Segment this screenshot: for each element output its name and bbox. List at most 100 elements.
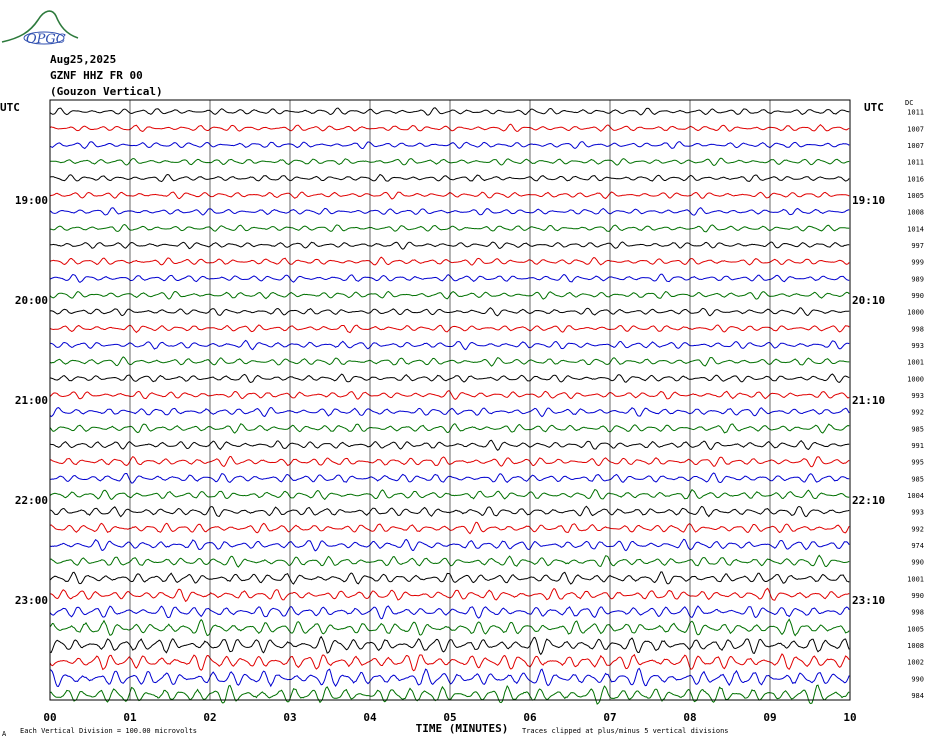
seismic-trace (49, 307, 850, 317)
right-hour-label: 23:10 (852, 594, 885, 607)
seismic-trace (50, 587, 850, 603)
seismic-trace (49, 256, 850, 266)
left-hour-label: 22:00 (15, 494, 48, 507)
dc-offset-value: 998 (911, 325, 924, 333)
dc-offset-value: 1000 (907, 309, 924, 317)
dc-offset-value: 1001 (907, 575, 924, 583)
dc-offset-value: 1014 (907, 225, 924, 233)
x-tick-label: 06 (523, 711, 537, 724)
dc-offset-value: 1008 (907, 209, 924, 217)
seismic-trace (49, 390, 850, 400)
seismic-trace (49, 157, 850, 166)
dc-offset-value: 998 (911, 609, 924, 617)
seismic-trace (49, 653, 850, 672)
left-hour-label: 20:00 (15, 294, 48, 307)
plot-date: Aug25,2025 (50, 53, 117, 66)
dc-offset-value: 1002 (907, 659, 924, 667)
dc-offset-value: 990 (911, 675, 924, 683)
seismic-trace (49, 173, 850, 183)
trace-group (49, 107, 850, 705)
dc-offset-value: 993 (911, 342, 924, 350)
seismic-trace (49, 472, 850, 484)
x-tick-label: 01 (123, 711, 137, 724)
x-tick-label: 05 (443, 711, 456, 724)
corner-mark: A (2, 730, 7, 738)
dc-offset-value: 993 (911, 509, 924, 517)
dc-offset-value: 991 (911, 442, 924, 450)
dc-offset-value: 995 (911, 459, 924, 467)
dc-offset-value: 1011 (907, 109, 924, 117)
dc-offset-value: 993 (911, 392, 924, 400)
left-hour-label: 19:00 (15, 194, 48, 207)
dc-offset-value: 1001 (907, 359, 924, 367)
seismic-trace (49, 356, 850, 367)
grid-group (49, 99, 851, 701)
plot-frame (49, 99, 851, 701)
seismic-trace (49, 339, 850, 351)
x-tick-label: 07 (603, 711, 616, 724)
clip-note: Traces clipped at plus/minus 5 vertical … (522, 727, 729, 735)
dc-offset-value: 1005 (907, 192, 924, 200)
dc-offset-value: 990 (911, 292, 924, 300)
dc-offset-value: 974 (911, 542, 924, 550)
seismic-trace (49, 667, 850, 688)
seismic-trace (49, 554, 850, 568)
seismic-trace (49, 505, 850, 518)
seismic-trace (49, 605, 850, 620)
dc-offset-value: 989 (911, 275, 924, 283)
seismic-trace (49, 439, 850, 451)
seismic-trace (49, 191, 850, 200)
dc-offset-value: 992 (911, 525, 924, 533)
seismic-trace (49, 373, 850, 384)
logo-ellipse (23, 31, 65, 45)
dc-offset-value: 992 (911, 409, 924, 417)
station-code: GZNF HHZ FR 00 (50, 69, 143, 82)
logo-curve (1, 10, 79, 43)
seismic-trace (50, 455, 850, 468)
x-tick-label: 00 (43, 711, 56, 724)
dc-offset-value: 990 (911, 592, 924, 600)
dc-offset-value: 997 (911, 242, 924, 250)
dc-offset-value: 1004 (907, 492, 924, 500)
seismic-trace (49, 571, 850, 585)
right-hour-label: 21:10 (852, 394, 885, 407)
left-hour-label: 23:00 (15, 594, 48, 607)
seismic-trace (49, 406, 850, 418)
seismic-trace (49, 123, 850, 132)
dc-offset-value: 1016 (907, 175, 924, 183)
opgc-logo: OPGC (1, 10, 79, 47)
dc-offset-value: 984 (911, 692, 924, 700)
x-tick-label: 08 (683, 711, 696, 724)
x-tick-label: 04 (363, 711, 377, 724)
seismic-trace (49, 618, 850, 637)
dc-offset-value: 1000 (907, 375, 924, 383)
seismic-trace (49, 290, 850, 300)
dc-offset-value: 1011 (907, 159, 924, 167)
left-hour-label: 21:00 (15, 394, 48, 407)
seismic-trace (49, 273, 850, 284)
dc-label: DC (905, 99, 913, 107)
dc-offset-value: 1008 (907, 642, 924, 650)
seismic-trace (49, 423, 850, 434)
seismic-trace (49, 141, 850, 150)
dc-offset-value: 999 (911, 259, 924, 267)
label-group: 00 01 02 03 04 05 06 07 08 09 10 UTC UTC DC 19:00 20:00… (0, 99, 924, 738)
right-hour-label: 22:10 (852, 494, 885, 507)
seismic-trace (49, 224, 850, 233)
seismic-trace (49, 538, 850, 552)
logo-text: OPGC (26, 32, 66, 47)
right-hour-label: 20:10 (852, 294, 885, 307)
x-axis-title: TIME (MINUTES) (416, 722, 509, 735)
x-tick-label: 09 (763, 711, 776, 724)
right-utc-label: UTC (864, 101, 884, 114)
seismic-trace (49, 324, 850, 334)
dc-offset-value: 985 (911, 425, 924, 433)
scale-note: Each Vertical Division = 100.00 microvol… (20, 727, 197, 735)
station-location: (Gouzon Vertical) (50, 85, 163, 98)
x-tick-label: 02 (203, 711, 216, 724)
seismic-trace (49, 488, 850, 501)
seismic-trace (49, 207, 850, 216)
left-utc-label: UTC (0, 101, 20, 114)
dc-offset-value: 1005 (907, 625, 924, 633)
